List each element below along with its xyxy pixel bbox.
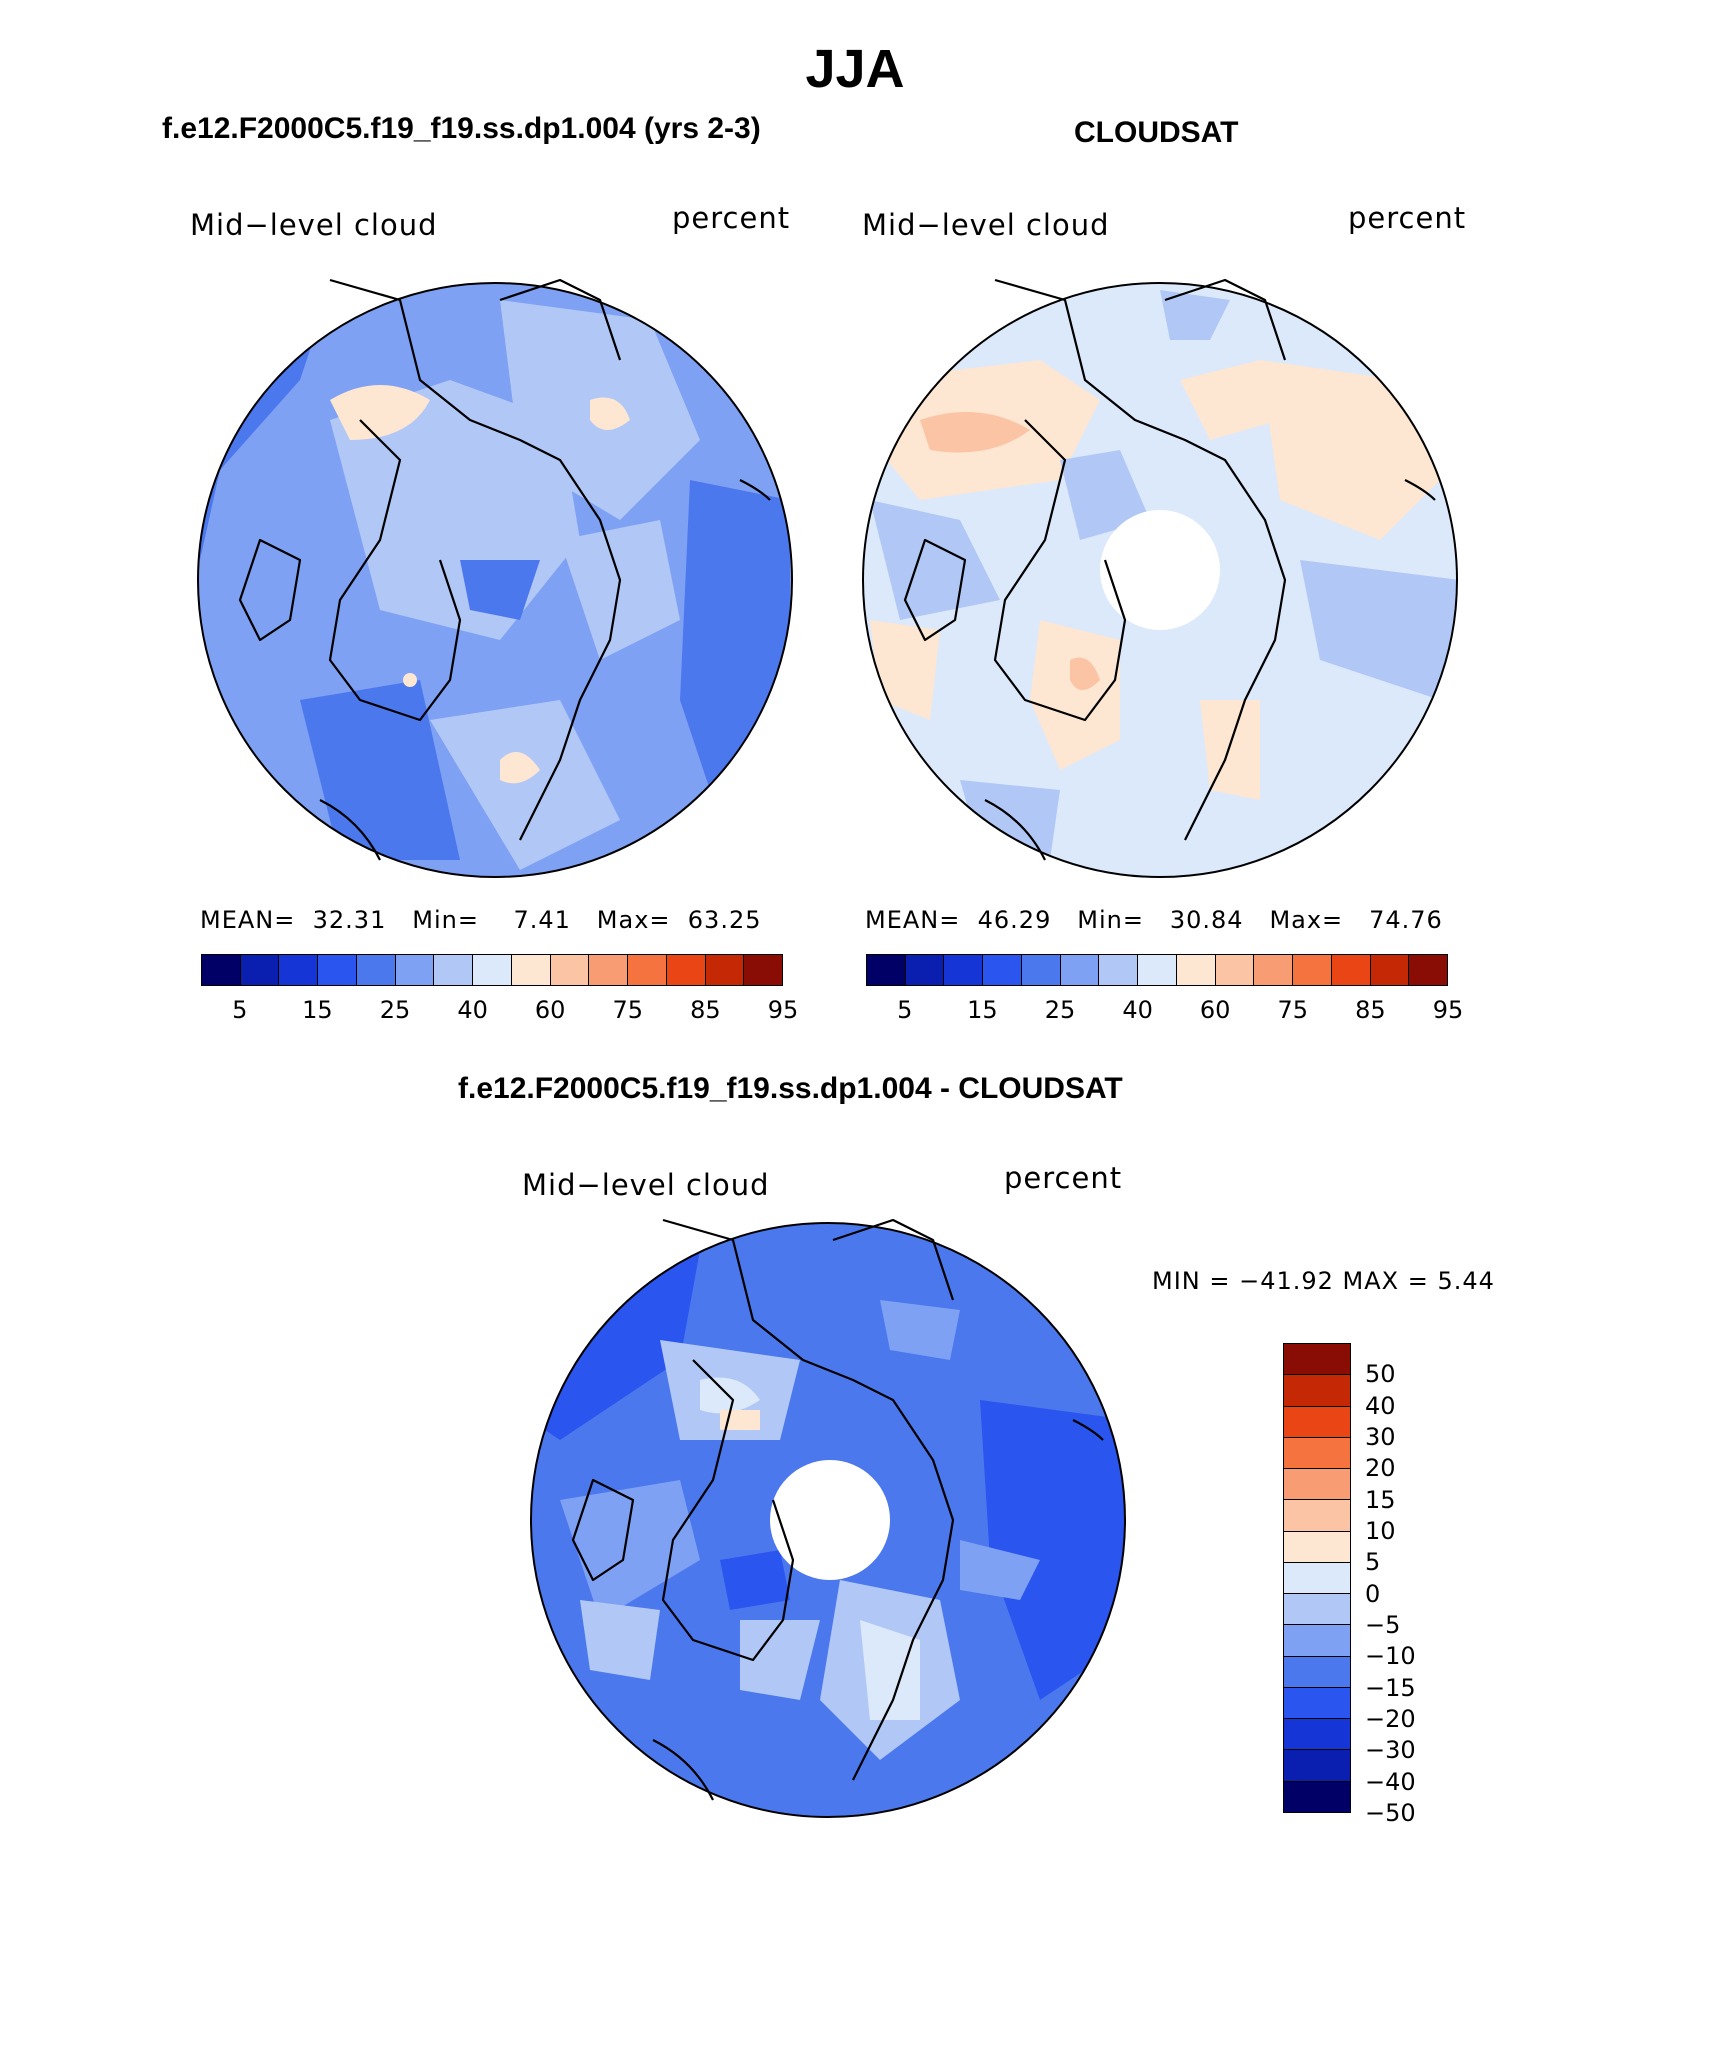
obs-panel-title: CLOUDSAT bbox=[1074, 116, 1239, 149]
colorbar-tick-label: 60 bbox=[1199, 996, 1231, 1024]
colorbar-tick-label: 75 bbox=[1277, 996, 1309, 1024]
colorbar-swatch bbox=[356, 955, 396, 985]
colorbar-tick-label: 5 bbox=[897, 996, 913, 1024]
colorbar-tick-label: 40 bbox=[1122, 996, 1153, 1024]
diff-variable-label: Mid−level cloud bbox=[522, 1168, 770, 1202]
colorbar-tick-label: 10 bbox=[1365, 1517, 1396, 1545]
obs-polar-map bbox=[862, 278, 1458, 878]
model-panel-title: f.e12.F2000C5.f19_f19.ss.dp1.004 (yrs 2-… bbox=[162, 112, 761, 145]
colorbar-swatch bbox=[867, 955, 906, 985]
colorbar-tick-label: 15 bbox=[302, 996, 333, 1024]
colorbar-swatch bbox=[1284, 1406, 1350, 1438]
diff-units-label: percent bbox=[1004, 1161, 1123, 1195]
colorbar-swatch bbox=[1293, 955, 1332, 985]
colorbar-tick-label: 85 bbox=[690, 996, 721, 1024]
colorbar-tick-label: 85 bbox=[1355, 996, 1386, 1024]
colorbar-swatch bbox=[202, 955, 241, 985]
colorbar-swatch bbox=[1284, 1687, 1350, 1720]
colorbar-tick-label: −20 bbox=[1365, 1705, 1416, 1733]
colorbar-swatch bbox=[1138, 955, 1177, 985]
diff-panel-title: f.e12.F2000C5.f19_f19.ss.dp1.004 - CLOUD… bbox=[458, 1072, 1123, 1105]
colorbar-tick-label: 60 bbox=[534, 996, 566, 1024]
page-title: JJA bbox=[805, 39, 905, 99]
model-units-label: percent bbox=[672, 201, 791, 235]
colorbar-swatch bbox=[1370, 955, 1410, 985]
model-variable-label: Mid−level cloud bbox=[190, 208, 438, 242]
colorbar-swatch bbox=[944, 955, 984, 985]
colorbar-swatch bbox=[279, 955, 319, 985]
colorbar-tick-label: 5 bbox=[1365, 1548, 1381, 1577]
colorbar-swatch bbox=[705, 955, 745, 985]
diff-colorbar bbox=[1283, 1343, 1351, 1813]
colorbar-tick-label: 15 bbox=[1365, 1485, 1396, 1514]
obs-stats: MEAN= 46.29 Min= 30.84 Max= 74.76 bbox=[865, 906, 1443, 934]
colorbar-tick-label: 95 bbox=[767, 996, 799, 1024]
obs-colorbar bbox=[866, 954, 1448, 986]
colorbar-swatch bbox=[1254, 955, 1294, 985]
colorbar-tick-label: −10 bbox=[1365, 1642, 1416, 1671]
colorbar-swatch bbox=[1099, 955, 1139, 985]
model-colorbar bbox=[201, 954, 783, 986]
colorbar-swatch bbox=[628, 955, 667, 985]
model-polar-map bbox=[197, 278, 793, 878]
colorbar-swatch bbox=[983, 955, 1022, 985]
colorbar-swatch bbox=[1176, 955, 1216, 985]
colorbar-tick-label: 30 bbox=[1365, 1423, 1396, 1451]
colorbar-swatch bbox=[1284, 1656, 1350, 1688]
colorbar-swatch bbox=[240, 955, 280, 985]
colorbar-tick-label: −40 bbox=[1365, 1767, 1416, 1796]
colorbar-tick-label: −30 bbox=[1365, 1736, 1416, 1765]
colorbar-swatch bbox=[1060, 955, 1100, 985]
colorbar-tick-label: 5 bbox=[232, 996, 248, 1024]
colorbar-swatch bbox=[1284, 1531, 1350, 1563]
colorbar-swatch bbox=[1284, 1781, 1350, 1812]
colorbar-swatch bbox=[1284, 1344, 1350, 1376]
colorbar-swatch bbox=[1284, 1375, 1350, 1407]
colorbar-swatch bbox=[1021, 955, 1061, 985]
colorbar-tick-label: 40 bbox=[1365, 1391, 1396, 1420]
colorbar-tick-label: 40 bbox=[457, 996, 488, 1024]
colorbar-swatch bbox=[666, 955, 706, 985]
diff-colorbar-ticks: 50 40 30 20 15 10 5 0 −5 −10 −15 −20 −30 −40 −50 bbox=[1365, 1343, 1445, 1827]
colorbar-swatch bbox=[1409, 955, 1448, 985]
obs-colorbar-ticks: 5 15 25 40 60 75 85 95 bbox=[866, 996, 1463, 1026]
colorbar-swatch bbox=[1215, 955, 1255, 985]
colorbar-tick-label: 15 bbox=[967, 996, 998, 1024]
model-colorbar-ticks: 5 15 25 40 60 75 85 95 bbox=[201, 996, 798, 1026]
colorbar-swatch bbox=[511, 955, 551, 985]
colorbar-swatch bbox=[1284, 1594, 1350, 1626]
obs-units-label: percent bbox=[1348, 201, 1467, 235]
colorbar-swatch bbox=[905, 955, 945, 985]
obs-variable-label: Mid−level cloud bbox=[862, 208, 1110, 242]
colorbar-swatch bbox=[318, 955, 357, 985]
colorbar-tick-label: 75 bbox=[612, 996, 644, 1024]
colorbar-swatch bbox=[550, 955, 590, 985]
model-stats: MEAN= 32.31 Min= 7.41 Max= 63.25 bbox=[200, 906, 762, 934]
colorbar-swatch bbox=[1284, 1750, 1350, 1782]
colorbar-tick-label: −15 bbox=[1365, 1673, 1416, 1702]
colorbar-tick-label: −50 bbox=[1365, 1799, 1416, 1827]
diff-minmax: MIN = −41.92 MAX = 5.44 bbox=[1152, 1267, 1495, 1295]
colorbar-swatch bbox=[1284, 1437, 1350, 1470]
colorbar-swatch bbox=[395, 955, 435, 985]
colorbar-swatch bbox=[473, 955, 512, 985]
colorbar-tick-label: 25 bbox=[1044, 996, 1076, 1024]
colorbar-swatch bbox=[1284, 1625, 1350, 1657]
colorbar-swatch bbox=[744, 955, 783, 985]
colorbar-swatch bbox=[1284, 1469, 1350, 1501]
colorbar-swatch bbox=[1284, 1719, 1350, 1751]
colorbar-tick-label: −5 bbox=[1365, 1611, 1401, 1639]
colorbar-swatch bbox=[1284, 1500, 1350, 1532]
colorbar-swatch bbox=[1284, 1562, 1350, 1595]
colorbar-tick-label: 95 bbox=[1432, 996, 1464, 1024]
colorbar-tick-label: 20 bbox=[1365, 1454, 1396, 1483]
colorbar-swatch bbox=[1331, 955, 1371, 985]
colorbar-swatch bbox=[589, 955, 629, 985]
colorbar-tick-label: 50 bbox=[1365, 1360, 1396, 1389]
colorbar-tick-label: 0 bbox=[1365, 1579, 1381, 1608]
colorbar-swatch bbox=[434, 955, 474, 985]
colorbar-tick-label: 25 bbox=[379, 996, 411, 1024]
